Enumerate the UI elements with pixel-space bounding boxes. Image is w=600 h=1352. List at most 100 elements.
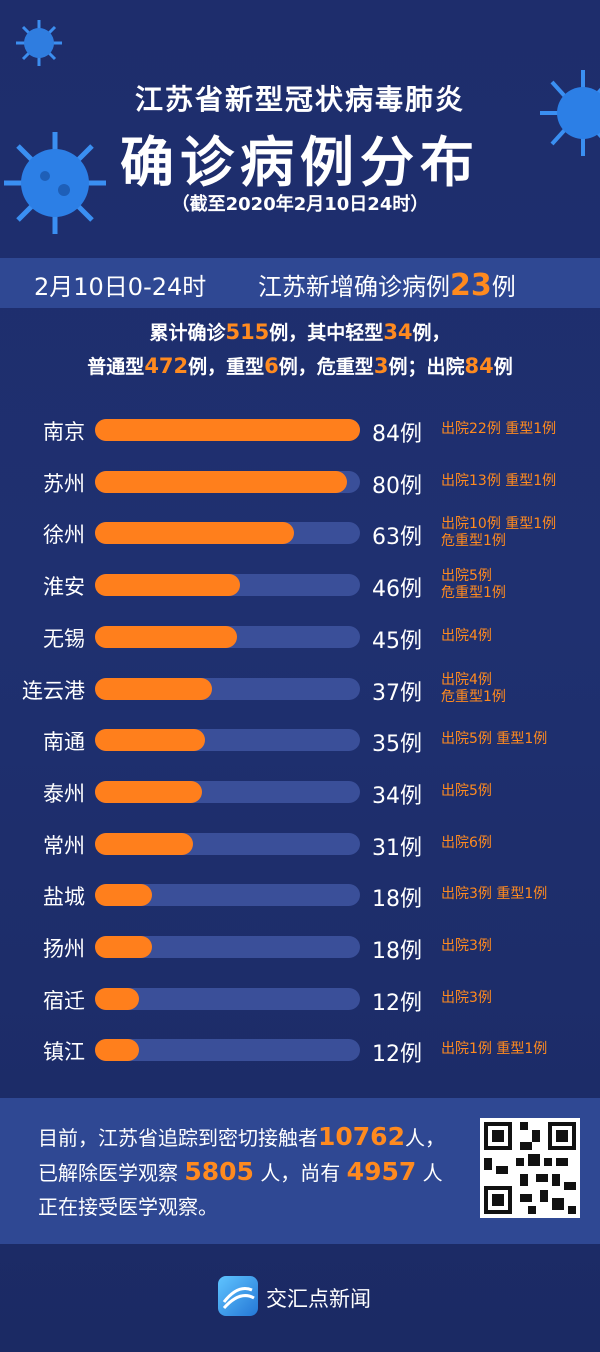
annotation-line: 出院5例 — [441, 782, 492, 799]
bar-annotation: 出院5例 重型1例 — [441, 731, 547, 748]
contact-text-part: 人 — [422, 1161, 443, 1185]
category-label: 苏州 — [43, 471, 85, 496]
bar — [95, 832, 193, 855]
bar-track — [95, 470, 360, 493]
annotation-line: 出院10例 重型1例 — [441, 516, 557, 533]
title-date: （截至2020年2月10日24时） — [171, 194, 429, 215]
bar-row: 苏州 80例 出院13例 重型1例 — [0, 462, 600, 502]
bar-row: 徐州 63例 出院10例 重型1例 危重型1例 — [0, 513, 600, 553]
virus-icon — [540, 70, 600, 156]
banner-prefix: 江苏新增确诊病例 — [258, 273, 450, 301]
summary-line-2: 普通型472例，重型6例，危重型3例；出院84例 — [0, 352, 600, 379]
value-label: 12例 — [372, 990, 422, 1016]
summary-text: 例，危重型 — [278, 356, 374, 378]
contact-text-part: 人， — [404, 1126, 445, 1150]
banner-headline: 江苏新增确诊病例23例 — [258, 267, 516, 303]
banner-suffix: 例 — [491, 273, 516, 301]
new-cases-banner: 2月10日0-24时 江苏新增确诊病例23例 — [0, 258, 600, 308]
banner-date: 2月10日0-24时 — [34, 273, 207, 301]
common-count: 472 — [144, 354, 189, 378]
summary-text: 例，其中轻型 — [269, 322, 384, 344]
bar-annotation: 出院1例 重型1例 — [441, 1041, 547, 1058]
bar — [95, 470, 348, 493]
virus-icon — [16, 20, 62, 66]
value-label: 45例 — [372, 628, 422, 654]
bar-annotation: 出院6例 — [441, 835, 492, 852]
bar — [95, 574, 241, 597]
title-main: 确诊病例分布 — [120, 131, 480, 194]
annotation-line: 危重型1例 — [441, 585, 506, 602]
bar — [95, 677, 212, 700]
bar-annotation: 出院4例 危重型1例 — [441, 672, 506, 706]
bar-annotation: 出院3例 重型1例 — [441, 886, 547, 903]
annotation-line: 出院6例 — [441, 834, 492, 851]
contact-text-part: 目前，江苏省追踪到密切接触者 — [38, 1126, 318, 1150]
bar-row: 淮安 46例 出院5例 危重型1例 — [0, 565, 600, 605]
bar-annotation: 出院22例 重型1例 — [441, 421, 556, 438]
bar-annotation: 出院5例 — [441, 783, 492, 800]
bar-annotation: 出院10例 重型1例 危重型1例 — [441, 516, 556, 550]
observing-count: 4957 — [346, 1157, 417, 1186]
bar — [95, 522, 294, 545]
bar-row: 扬州 18例 出院3例 — [0, 927, 600, 967]
mild-count: 34 — [383, 320, 413, 344]
annotation-line: 危重型1例 — [441, 688, 506, 705]
bar — [95, 936, 152, 958]
bar-annotation: 出院13例 重型1例 — [441, 473, 556, 490]
bar-track — [95, 574, 360, 597]
annotation-line: 出院4例 — [441, 671, 492, 688]
category-label: 扬州 — [43, 937, 85, 961]
bar — [95, 419, 360, 441]
annotation-line: 出院5例 — [441, 568, 492, 585]
summary-text: 普通型 — [87, 356, 145, 378]
bar-row: 泰州 34例 出院5例 — [0, 772, 600, 812]
severe-count: 6 — [264, 354, 279, 378]
bar-annotation: 出院3例 — [441, 938, 492, 955]
bar — [95, 1039, 139, 1062]
value-label: 84例 — [372, 422, 422, 447]
contact-text-part: 已解除医学观察 — [38, 1161, 178, 1185]
category-label: 宿迁 — [43, 988, 85, 1013]
contact-panel: 目前，江苏省追踪到密切接触者10762人， 已解除医学观察 5805 人，尚有 … — [0, 1098, 600, 1244]
total-confirmed: 515 — [225, 320, 270, 344]
annotation-line: 出院3例 — [441, 989, 492, 1006]
annotation-line: 出院5例 重型1例 — [441, 731, 548, 748]
bar-row: 镇江 12例 出院1例 重型1例 — [0, 1030, 600, 1070]
value-label: 63例 — [372, 525, 422, 551]
bar-track — [95, 936, 360, 958]
annotation-line: 出院22例 重型1例 — [441, 421, 557, 437]
bar-annotation: 出院4例 — [441, 628, 492, 645]
close-contacts-count: 10762 — [318, 1122, 405, 1151]
bar-track — [95, 522, 360, 545]
bar-track — [95, 677, 360, 700]
value-label: 80例 — [372, 473, 422, 499]
bar — [95, 884, 152, 907]
qr-code-icon — [480, 1118, 580, 1218]
category-label: 徐州 — [43, 523, 85, 548]
summary-line-1: 累计确诊515例，其中轻型34例， — [0, 318, 600, 345]
bar-annotation: 出院5例 危重型1例 — [441, 568, 506, 602]
bar-annotation: 出院3例 — [441, 990, 492, 1007]
bar-track — [95, 832, 360, 855]
bar — [95, 729, 206, 752]
category-label: 南京 — [43, 420, 85, 444]
annotation-line: 出院1例 重型1例 — [441, 1041, 548, 1058]
summary-text: 例；出院 — [388, 356, 465, 378]
bar-row: 盐城 18例 出院3例 重型1例 — [0, 875, 600, 915]
bar-row: 连云港 37例 出院4例 危重型1例 — [0, 669, 600, 709]
value-label: 34例 — [372, 783, 422, 809]
discharged-count: 84 — [464, 354, 494, 378]
jiaohuidian-logo-icon — [218, 1276, 258, 1316]
brand-name: 交汇点新闻 — [266, 1287, 371, 1311]
annotation-line: 出院3例 — [441, 938, 492, 954]
summary-text: 例， — [412, 322, 451, 344]
critical-count: 3 — [373, 354, 389, 378]
value-label: 46例 — [372, 577, 422, 603]
logo-mark-icon — [222, 1287, 255, 1310]
value-label: 12例 — [372, 1042, 422, 1068]
summary-text: 例，重型 — [188, 356, 265, 378]
value-label: 35例 — [372, 732, 422, 758]
category-label: 连云港 — [22, 678, 85, 703]
annotation-line: 出院13例 重型1例 — [441, 472, 557, 489]
contact-line-2: 已解除医学观察 5805 人，尚有 4957 人 — [38, 1155, 478, 1190]
